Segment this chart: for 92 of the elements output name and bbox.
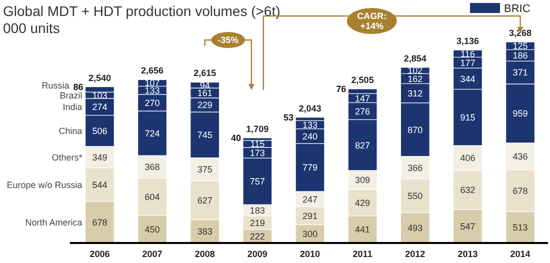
- data-label: 177: [460, 58, 476, 68]
- annotation: -35%: [218, 35, 239, 45]
- data-label: 493: [408, 223, 423, 234]
- data-label: 349: [92, 152, 108, 162]
- series-label: India: [62, 102, 82, 112]
- data-label: 959: [512, 108, 528, 119]
- data-label: 147: [355, 93, 370, 104]
- data-label: 86: [73, 82, 84, 92]
- data-label: 312: [408, 88, 423, 98]
- x-tick-label: 2008: [194, 249, 215, 259]
- series-label: Europe w/o Russia: [6, 180, 82, 190]
- text: CAGR: +14%: [357, 11, 387, 31]
- data-label: 547: [460, 221, 476, 232]
- data-label: 102: [408, 66, 423, 76]
- x-tick-label: 2009: [247, 249, 268, 259]
- data-label: 40: [230, 132, 241, 143]
- x-tick-label: 2012: [405, 249, 426, 259]
- chart-title: Global MDT + HDT production volumes (>6t): [3, 3, 280, 19]
- data-label: 915: [460, 112, 476, 123]
- series-label: Others*: [52, 152, 83, 162]
- data-label: 544: [92, 180, 108, 190]
- data-label: 344: [460, 74, 476, 84]
- data-label: 366: [408, 162, 423, 173]
- data-label: 368: [144, 162, 160, 172]
- data-label: 161: [197, 88, 212, 98]
- total-label: 3,268: [509, 28, 532, 38]
- series-label: North America: [25, 217, 82, 228]
- data-label: 604: [144, 192, 160, 202]
- data-label: 627: [197, 195, 212, 206]
- data-label: 429: [355, 198, 370, 208]
- total-label: 2,615: [194, 68, 216, 78]
- total-label: 3,136: [456, 36, 479, 46]
- data-label: 103: [92, 90, 108, 100]
- data-label: 450: [144, 224, 160, 234]
- data-label: 133: [302, 120, 318, 130]
- total-label: 2,854: [404, 53, 426, 64]
- data-label: 183: [250, 205, 265, 216]
- data-label: 274: [92, 102, 108, 112]
- x-tick-label: 2013: [458, 249, 478, 259]
- data-label: 406: [460, 153, 476, 164]
- x-tick-label: 2010: [300, 249, 320, 259]
- series-label: Russia: [42, 80, 70, 90]
- data-label: 870: [408, 124, 423, 135]
- series-label: China: [58, 126, 82, 136]
- data-label: 276: [355, 106, 370, 116]
- data-label: 186: [512, 50, 528, 61]
- data-label: 270: [144, 98, 160, 108]
- x-tick-label: 2007: [142, 249, 162, 259]
- data-label: 745: [197, 130, 212, 140]
- data-label: 162: [408, 74, 423, 84]
- data-label: 173: [250, 148, 265, 158]
- data-label: 300: [302, 228, 318, 239]
- data-label: 441: [355, 224, 370, 235]
- series-label: Brazil: [60, 90, 82, 100]
- data-label: 678: [92, 217, 108, 228]
- data-label: 291: [302, 210, 318, 221]
- legend-title: BRIC: [504, 3, 530, 15]
- data-label: 116: [460, 48, 475, 59]
- data-label: 125: [512, 41, 528, 52]
- data-label: 506: [92, 126, 108, 136]
- x-tick-label: 2006: [90, 249, 110, 259]
- total-label: 2,656: [141, 66, 164, 76]
- data-label: 757: [250, 176, 265, 187]
- data-label: 550: [408, 190, 423, 201]
- total-label: 2,505: [351, 74, 374, 85]
- data-label: 115: [250, 139, 265, 150]
- data-label: 219: [250, 218, 265, 228]
- x-tick-label: 2014: [510, 249, 530, 259]
- data-label: 133: [144, 86, 160, 96]
- data-label: 678: [512, 186, 528, 196]
- data-label: 222: [250, 231, 265, 242]
- data-label: 375: [197, 164, 212, 175]
- data-label: 309: [355, 175, 370, 186]
- data-label: 513: [512, 222, 528, 232]
- chart-subtitle: 000 units: [3, 20, 60, 36]
- data-label: 724: [144, 128, 160, 138]
- total-label: 1,709: [246, 124, 269, 134]
- data-label: 247: [302, 194, 318, 204]
- data-label: 827: [355, 140, 370, 150]
- total-label: 2,540: [88, 72, 111, 83]
- data-label: 436: [512, 152, 528, 162]
- data-label: 76: [336, 84, 346, 94]
- data-label: 632: [460, 185, 476, 196]
- x-tick-label: 2011: [352, 249, 372, 259]
- data-label: 371: [512, 68, 528, 78]
- data-label: 229: [197, 100, 212, 110]
- total-label: 2,043: [298, 103, 322, 114]
- data-label: 240: [302, 131, 318, 142]
- data-label: 779: [302, 162, 318, 173]
- data-label: 53: [284, 112, 294, 122]
- data-label: 107: [144, 78, 160, 88]
- data-label: 383: [197, 226, 212, 236]
